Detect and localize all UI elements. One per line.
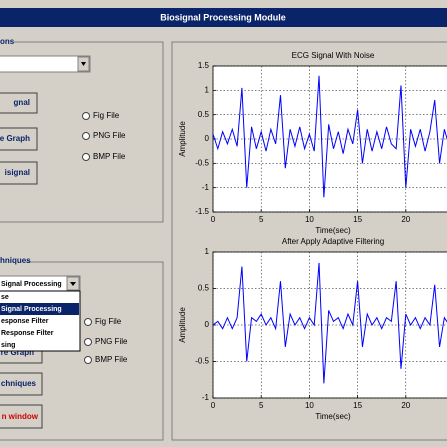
button[interactable]: e Graph: [0, 127, 38, 151]
button-label: isignal: [5, 168, 30, 177]
button[interactable]: isignal: [0, 161, 38, 185]
x-tick-label: 15: [353, 215, 362, 224]
x-tick-label: 20: [401, 215, 410, 224]
dropdown-option[interactable]: Signal Processing: [1, 306, 62, 313]
y-tick-label: 0: [205, 320, 210, 329]
radio[interactable]: Fig File: [84, 317, 122, 326]
radio-label: PNG File: [95, 337, 128, 346]
title-bar: [0, 8, 447, 27]
charts: ECG Signal With Noise Time(sec) Amplitude 1…: [178, 51, 447, 421]
x-axis-label: Time(sec): [315, 412, 351, 421]
radio-label: PNG File: [93, 131, 126, 140]
radio[interactable]: BMP File: [82, 152, 126, 161]
radio-label: Fig File: [95, 317, 122, 326]
x-tick-label: 20: [401, 401, 410, 410]
button-label: n window: [2, 412, 39, 421]
dropdown-option[interactable]: se: [1, 294, 9, 301]
panel: [171, 41, 447, 441]
button-label: chniques: [1, 379, 37, 388]
y-tick-label: 0.5: [198, 284, 210, 293]
window-title: Biosignal Processing Module: [160, 12, 286, 22]
chart-title: ECG Signal With Noise: [292, 51, 375, 60]
x-tick-label: 10: [305, 215, 314, 224]
panel: [0, 41, 164, 223]
button[interactable]: n window: [0, 404, 43, 429]
button-label: re Graph: [1, 348, 34, 357]
y-tick-label: -0.5: [195, 158, 209, 167]
series-line: [212, 75, 447, 198]
button[interactable]: gnal: [0, 92, 38, 114]
dropdown-option[interactable]: sing: [1, 342, 15, 349]
y-tick-label: -1: [202, 393, 210, 402]
dropdown-option[interactable]: esponse Filter: [1, 318, 49, 325]
panel: [0, 261, 164, 441]
y-tick-label: 1.5: [198, 61, 210, 70]
panel-label-bg: [0, 256, 26, 266]
y-tick-label: 1: [205, 85, 210, 94]
radio[interactable]: BMP File: [84, 355, 128, 364]
radio-label: Fig File: [93, 111, 120, 120]
y-tick-label: -1: [202, 183, 210, 192]
dropdown-value: Signal Processing: [1, 281, 62, 288]
y-axis-label: Amplitude: [178, 307, 187, 343]
y-tick-label: 0.5: [198, 110, 210, 119]
panel-label: ons: [0, 37, 15, 46]
y-tick-label: 1: [205, 247, 210, 256]
radio-label: BMP File: [95, 355, 128, 364]
chart-title: After Apply Adaptive Filtering: [282, 237, 384, 246]
dropdown-list: se Signal Processing esponse Filter Respons…: [0, 290, 81, 352]
button-label: e Graph: [0, 134, 30, 143]
y-tick-label: -0.5: [195, 357, 209, 366]
series-line: [212, 262, 447, 384]
panel-label-bg: [0, 37, 14, 47]
y-tick-label: 0: [205, 134, 210, 143]
x-tick-label: 0: [211, 215, 216, 224]
x-tick-label: 10: [305, 401, 314, 410]
x-tick-label: 5: [259, 401, 264, 410]
y-tick-label: -1.5: [195, 207, 209, 216]
button[interactable]: chniques: [0, 372, 43, 396]
radio-label: BMP File: [93, 152, 126, 161]
radio[interactable]: PNG File: [84, 337, 129, 346]
dropdown[interactable]: [0, 55, 91, 73]
x-axis-label: Time(sec): [315, 226, 351, 235]
option-highlight: [0, 303, 79, 315]
x-tick-label: 15: [353, 401, 362, 410]
x-tick-label: 0: [211, 401, 216, 410]
dropdown-option[interactable]: Response Filter: [1, 330, 54, 337]
panel-label: hniques: [0, 256, 31, 265]
radio[interactable]: PNG File: [82, 131, 127, 140]
radio[interactable]: Fig File: [82, 111, 120, 120]
y-axis-label: Amplitude: [178, 121, 187, 157]
button-label: gnal: [14, 98, 30, 107]
x-tick-label: 5: [259, 215, 264, 224]
dropdown[interactable]: Signal Processing: [0, 275, 81, 292]
